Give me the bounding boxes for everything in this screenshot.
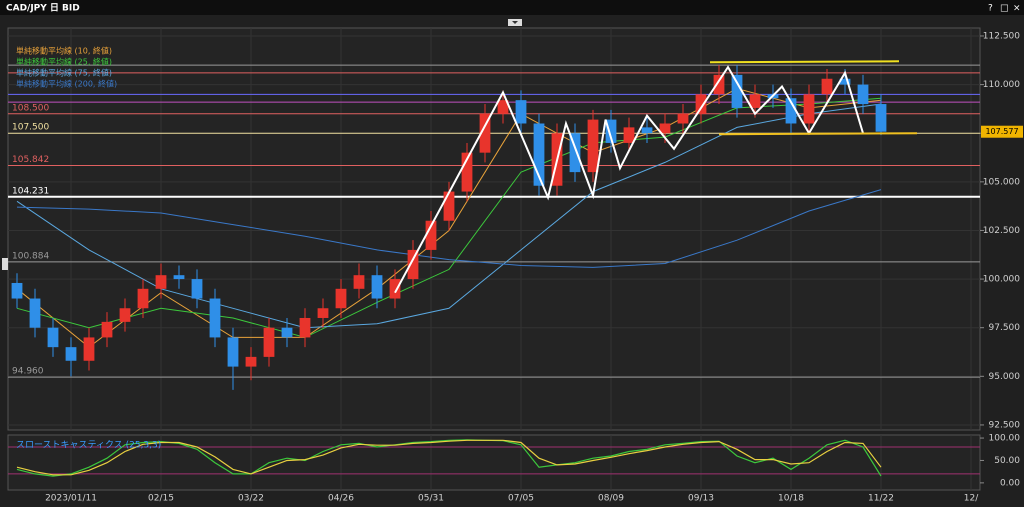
candle-body [713, 74, 725, 95]
help-button[interactable]: ? [988, 4, 993, 14]
candle-body [281, 327, 293, 338]
candle-body [515, 100, 527, 124]
x-tick-label: 03/22 [238, 494, 264, 504]
candle-body [65, 347, 77, 361]
candle-body [641, 127, 653, 134]
x-tick-label: 10/18 [778, 494, 804, 504]
price-panel [7, 27, 981, 431]
y-tick-label: 97.500 [989, 323, 1021, 333]
candle-body [137, 288, 149, 309]
candle-body [371, 275, 383, 299]
y-tick-label: 112.500 [983, 31, 1020, 41]
candle-body [821, 78, 833, 95]
candle-body [335, 288, 347, 309]
y-tick-label: 102.500 [983, 226, 1020, 236]
price-marker-label: 107.577 [985, 127, 1018, 136]
y-tick-label: 95.000 [989, 372, 1021, 382]
candle-body [245, 356, 257, 367]
legend-entry: 単純移動平均線 (75, 終値) [16, 68, 112, 78]
candle-body [461, 152, 473, 192]
y-tick-label: 105.000 [983, 177, 1020, 187]
oscillator-line [16, 439, 882, 476]
x-tick-label: 2023/01/11 [45, 494, 97, 504]
x-tick-label: 02/15 [148, 494, 174, 504]
osc-title: スローストキャスティクス (25,3,3) [16, 440, 161, 451]
candle-body [659, 123, 671, 134]
level-label: 94.960 [12, 367, 44, 377]
candle-body [803, 94, 815, 124]
moving-average [16, 189, 882, 268]
oscillator-panel [7, 434, 981, 491]
candle-body [11, 282, 23, 299]
price-marker [981, 125, 1023, 138]
candle-body [569, 133, 581, 173]
candle-body [857, 84, 869, 105]
candle-body [155, 275, 167, 289]
trend-drawing [718, 132, 918, 136]
legend-entry: 単純移動平均線 (10, 終値) [16, 46, 112, 56]
candle-body [677, 113, 689, 124]
candle-body [389, 279, 401, 299]
side-toggle[interactable] [2, 258, 8, 270]
osc-tick-label: 50.00 [994, 456, 1020, 466]
candle-body [839, 78, 851, 85]
candle-body [119, 308, 131, 322]
y-tick-label: 100.000 [983, 275, 1020, 285]
candle-body [263, 327, 275, 357]
y-tick-label: 110.000 [983, 80, 1020, 90]
candle-body [407, 249, 419, 280]
candle-body [479, 113, 491, 153]
candle-body [29, 298, 41, 328]
candle-body [443, 191, 455, 221]
candle-body [785, 98, 797, 124]
candle-body [83, 337, 95, 361]
candle-body [209, 298, 221, 338]
legend-entry: 単純移動平均線 (200, 終値) [16, 79, 117, 89]
candle-body [227, 337, 239, 367]
osc-tick-label: 100.00 [989, 434, 1021, 444]
candle-body [623, 127, 635, 143]
level-label: 100.884 [12, 251, 49, 261]
x-tick-label: 08/09 [598, 494, 624, 504]
panel-toggle-arrow [512, 21, 518, 24]
legend-entry: 単純移動平均線 (25, 終値) [16, 57, 112, 67]
oscillator-line [16, 439, 882, 477]
title-bar [0, 0, 1024, 15]
x-tick-label: 11/22 [868, 494, 894, 504]
x-tick-label: 07/05 [508, 494, 534, 504]
candle-body [497, 100, 509, 114]
trend-drawing [394, 65, 864, 294]
y-tick-label: 92.500 [989, 420, 1021, 430]
x-tick-label: 04/26 [328, 494, 354, 504]
x-tick-label: 12/ [964, 494, 979, 504]
candle-body [533, 123, 545, 186]
candle-body [731, 74, 743, 108]
candle-body [191, 279, 203, 299]
candle-body [605, 119, 617, 143]
candle-body [587, 119, 599, 173]
candle-body [317, 308, 329, 318]
level-label: 107.500 [12, 123, 49, 133]
candle-body [749, 94, 761, 108]
level-label: 104.231 [12, 186, 49, 196]
candle-body [47, 327, 59, 348]
candle-body [353, 275, 365, 289]
level-label: 105.842 [12, 155, 49, 165]
window-title: CAD/JPY 日 BID [6, 3, 80, 14]
candle-body [875, 104, 887, 132]
x-tick-label: 09/13 [688, 494, 714, 504]
candle-body [425, 220, 437, 250]
maximize-button[interactable]: □ [1000, 4, 1009, 14]
trend-drawing [709, 60, 900, 64]
candle-body [695, 94, 707, 114]
x-tick-label: 05/31 [418, 494, 444, 504]
close-button[interactable]: × [1013, 4, 1021, 14]
candle-body [101, 321, 113, 338]
level-label: 108.500 [12, 103, 49, 113]
osc-tick-label: 0.00 [1000, 478, 1020, 488]
candle-body [299, 317, 311, 338]
candle-body [173, 275, 185, 280]
